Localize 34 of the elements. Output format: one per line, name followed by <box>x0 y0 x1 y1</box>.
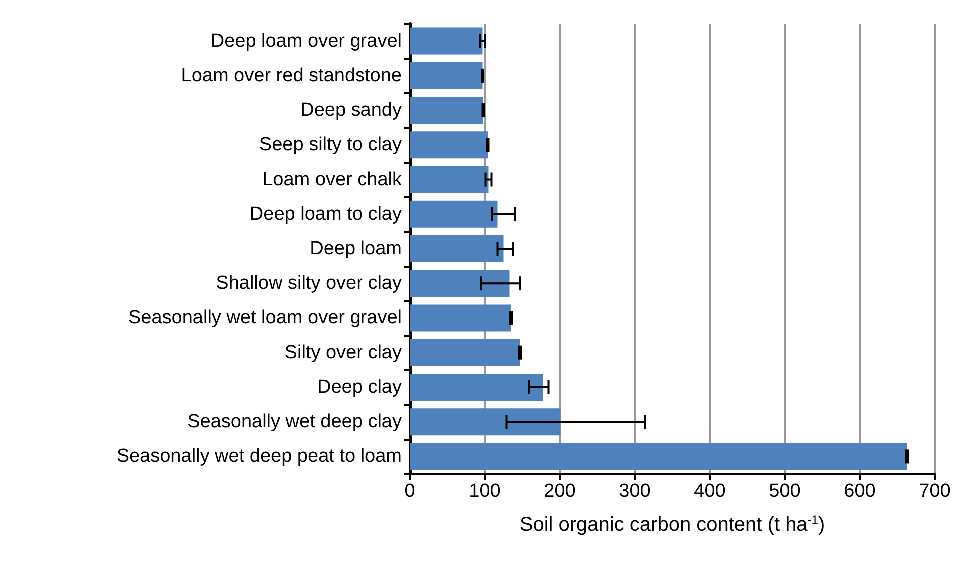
bar <box>410 339 520 366</box>
y-tick-label: Loam over chalk <box>262 169 402 190</box>
x-tick-label: 0 <box>404 481 416 502</box>
x-tick-label: 200 <box>544 481 576 502</box>
x-tick-label: 100 <box>469 481 501 502</box>
bar <box>410 374 544 401</box>
bar <box>410 28 483 55</box>
bar <box>410 132 488 159</box>
x-tick-label: 700 <box>919 481 951 502</box>
x-tick-label: 600 <box>844 481 876 502</box>
bar <box>410 200 498 228</box>
y-tick-label: Deep sandy <box>300 100 402 122</box>
y-tick-label: Deep clay <box>318 376 402 398</box>
bar <box>410 236 504 262</box>
x-tick-label: 500 <box>769 481 801 502</box>
y-tick-label: Seasonally wet deep clay <box>188 412 402 433</box>
bar <box>410 166 489 194</box>
y-tick-label: Deep loam <box>310 238 402 260</box>
y-tick-label: Shallow silty over clay <box>216 273 402 294</box>
y-tick-label: Seep silty to clay <box>259 134 402 156</box>
bar <box>410 408 561 436</box>
bar <box>410 270 510 298</box>
x-tick-label: 400 <box>694 481 726 502</box>
bar <box>410 443 908 470</box>
y-tick-label: Loam over red standstone <box>181 65 402 86</box>
y-tick-label: Deep loam to clay <box>250 204 402 225</box>
y-tick-label: Seasonally wet loam over gravel <box>128 308 402 329</box>
bar <box>410 304 512 332</box>
y-tick-label: Deep loam over gravel <box>210 30 402 52</box>
y-tick-label: Silty over clay <box>284 342 402 364</box>
x-tick-label: 300 <box>619 481 651 502</box>
bar <box>410 62 483 90</box>
y-tick-label: Seasonally wet deep peat to loam <box>116 446 402 468</box>
bar <box>410 97 484 124</box>
